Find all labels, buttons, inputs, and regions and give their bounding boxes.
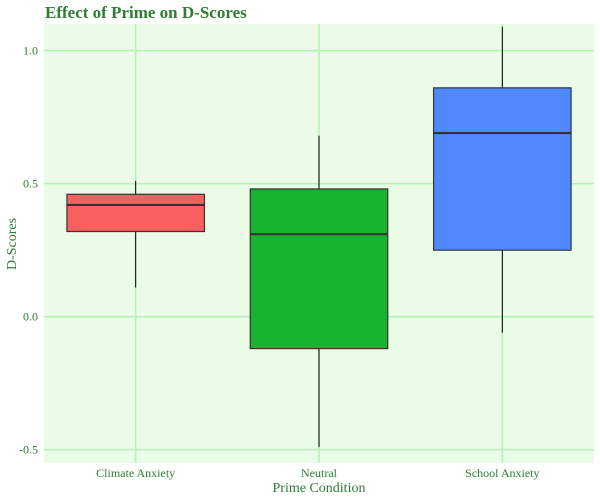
y-axis-ticks: -0.5 0.0 0.5 1.0 [19,44,38,457]
box-school-anxiety [432,87,572,251]
x-tick-label: Neutral [301,466,338,480]
box-neutral [249,188,389,350]
x-axis-ticks: Climate Anxiety Neutral School Anxiety [96,466,539,480]
y-tick-label: 0.5 [23,177,38,191]
box-climate-anxiety [66,193,206,233]
x-tick-label: Climate Anxiety [96,466,175,480]
whiskers [135,26,503,448]
x-tick-label: School Anxiety [465,466,539,480]
chart-title: Effect of Prime on D-Scores [45,3,247,22]
y-tick-label: -0.5 [19,443,38,457]
median-lines [66,131,572,236]
x-axis-title: Prime Condition [273,481,366,496]
boxes [66,87,572,350]
y-tick-label: 0.0 [23,310,38,324]
y-axis-title: D-Scores [5,218,20,270]
y-tick-label: 1.0 [23,44,38,58]
